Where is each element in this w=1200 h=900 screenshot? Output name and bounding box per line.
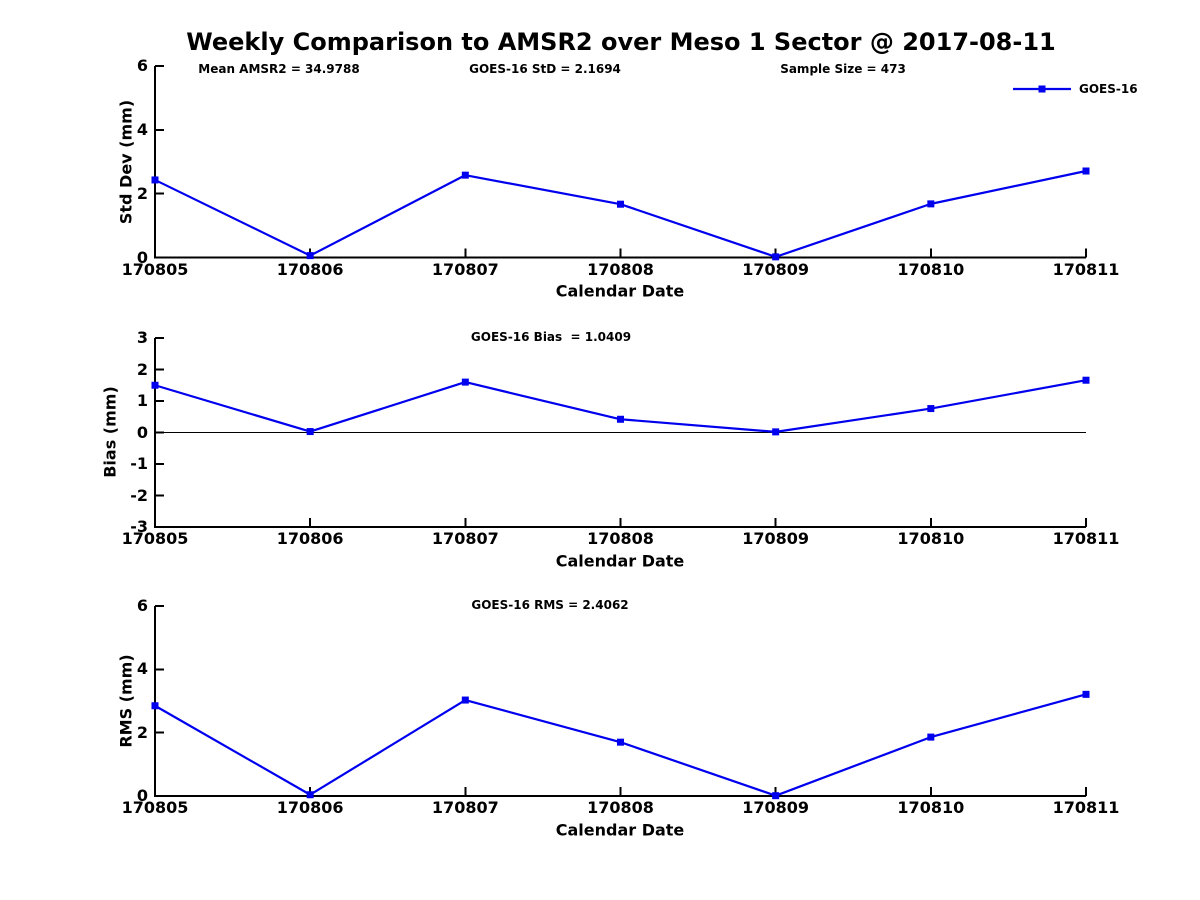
std-dev-data-point-marker <box>927 200 935 208</box>
std-dev-axes-spines <box>154 66 1086 259</box>
ylabel-std-dev: Std Dev (mm) <box>116 99 136 225</box>
annotation-sample-size: Sample Size = 473 <box>780 62 906 76</box>
rms-x-tick-label: 170808 <box>587 798 654 817</box>
bias-y-tick-label: 0 <box>136 422 148 442</box>
std-dev-data-point-marker <box>151 176 159 184</box>
std-dev-series-line <box>154 169 1087 258</box>
std-dev-data-point-marker <box>1082 167 1090 175</box>
legend: GOES-16 <box>1012 82 1138 96</box>
std-dev-data-point-marker <box>617 200 624 208</box>
bias-data-point-marker <box>1082 376 1090 384</box>
bias-x-tick-label: 170811 <box>1052 529 1120 548</box>
bias-x-tick-label: 170806 <box>276 529 344 548</box>
annotation-mean-amsr2: Mean AMSR2 = 34.9788 <box>198 62 360 76</box>
std-dev-x-tick-label: 170809 <box>742 260 810 279</box>
std-dev-x-tick-label: 170811 <box>1052 260 1120 279</box>
bias-y-tick-label: 2 <box>136 359 148 379</box>
xlabel-rms: Calendar Date <box>555 820 685 840</box>
rms-data-point-marker <box>151 702 159 710</box>
bias-x-tick-label: 170808 <box>587 529 654 548</box>
rms-y-tick-label: 2 <box>136 722 148 742</box>
bias-x-tick-label: 170810 <box>897 529 965 548</box>
rms-data-point-marker <box>772 792 780 800</box>
xlabel-std-dev: Calendar Date <box>555 281 685 301</box>
rms-x-tick-label: 170811 <box>1052 798 1120 817</box>
bias-x-tick-label: 170807 <box>431 529 499 548</box>
bias-data-point-marker <box>617 415 624 423</box>
std-dev-x-tick-label: 170808 <box>587 260 654 279</box>
annotation-goes16-std: GOES-16 StD = 2.1694 <box>469 62 621 76</box>
legend-label: GOES-16 <box>1079 82 1138 96</box>
rms-y-tick-label: 6 <box>136 596 148 615</box>
std-dev-x-tick-label: 170806 <box>276 260 344 279</box>
bias-y-tick-label: -3 <box>130 517 148 536</box>
rms-axes-spines <box>154 606 1086 797</box>
rms-data-point-marker <box>306 791 314 799</box>
bias-y-tick-label: 1 <box>136 391 148 410</box>
annotation-goes16-rms: GOES-16 RMS = 2.4062 <box>471 598 629 612</box>
rms-x-tick-label: 170805 <box>121 798 189 817</box>
bias-y-tick-label: -1 <box>130 454 148 473</box>
std-dev-y-tick-label: 2 <box>136 183 148 203</box>
bias-y-tick-label: -2 <box>130 485 148 505</box>
rms-y-tick-label: 4 <box>136 659 148 679</box>
std-dev-x-tick-label: 170805 <box>121 260 189 279</box>
rms-data-point-marker <box>1082 690 1090 698</box>
bias-x-tick-label: 170809 <box>742 529 810 548</box>
rms-x-tick-label: 170806 <box>276 798 344 817</box>
std-dev-y-tick-label: 6 <box>136 56 148 75</box>
rms-y-tick-label: 0 <box>136 786 148 805</box>
rms-x-tick-label: 170809 <box>742 798 810 817</box>
bias-y-tick-label: 3 <box>136 328 148 347</box>
bias-series-line <box>154 379 1087 433</box>
figure-title: Weekly Comparison to AMSR2 over Meso 1 S… <box>186 28 1056 56</box>
rms-data-point-marker <box>461 696 469 704</box>
bias-x-tick-label: 170805 <box>121 529 189 548</box>
bias-data-point-marker <box>461 378 469 386</box>
std-dev-y-tick-label: 4 <box>136 119 148 139</box>
rms-data-point-marker <box>927 733 935 741</box>
rms-x-tick-label: 170810 <box>897 798 965 817</box>
std-dev-x-tick-label: 170807 <box>431 260 499 279</box>
std-dev-x-tick-label: 170810 <box>897 260 965 279</box>
rms-x-tick-label: 170807 <box>431 798 499 817</box>
bias-data-point-marker <box>306 428 314 436</box>
std-dev-data-point-marker <box>461 171 469 179</box>
annotation-goes16-bias: GOES-16 Bias = 1.0409 <box>470 330 632 344</box>
xlabel-bias: Calendar Date <box>555 551 685 571</box>
bias-data-point-marker <box>772 428 780 436</box>
legend-line-marker-icon <box>1013 85 1071 93</box>
std-dev-data-point-marker <box>772 253 780 261</box>
std-dev-data-point-marker <box>306 252 314 260</box>
bias-data-point-marker <box>927 405 935 413</box>
std-dev-y-tick-label: 0 <box>136 247 148 267</box>
bias-data-point-marker <box>151 381 159 389</box>
rms-data-point-marker <box>617 738 624 746</box>
